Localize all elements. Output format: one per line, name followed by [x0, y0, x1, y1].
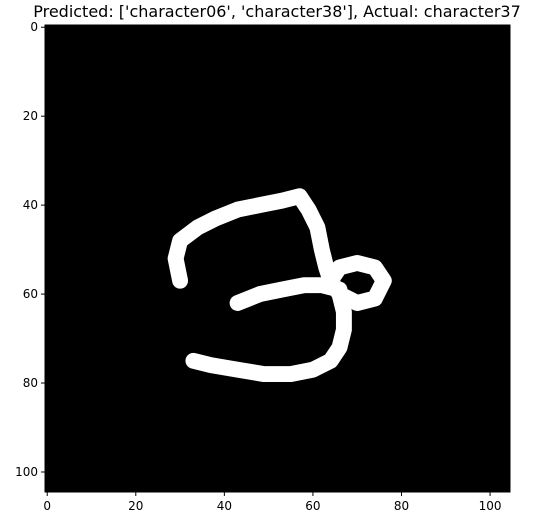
x-tick-label: 100	[479, 499, 502, 513]
y-tick-label: 60	[23, 287, 38, 301]
x-tick-label: 40	[217, 499, 232, 513]
character-stroke-middle-bar	[229, 277, 348, 311]
x-tick-label: 0	[43, 499, 51, 513]
image-background	[45, 25, 510, 492]
y-tick-label: 80	[23, 376, 38, 390]
axes: 0 20 40 60 80 100 0 20 40 60 80 100	[15, 20, 511, 513]
y-tick-label: 20	[23, 109, 38, 123]
stroke-layer	[167, 188, 392, 383]
y-tick-label: 0	[30, 20, 38, 34]
axes-frame	[44, 24, 511, 493]
chart-title: Predicted: ['character06', 'character38'…	[33, 2, 521, 21]
y-tick-label: 40	[23, 198, 38, 212]
character-stroke-upper-loop	[167, 188, 339, 289]
y-tick-label: 100	[15, 465, 38, 479]
x-tick-label: 20	[128, 499, 143, 513]
character-stroke-lower-curve	[185, 286, 352, 383]
x-tick-label: 60	[305, 499, 320, 513]
image-area	[45, 25, 510, 492]
x-tick-label: 80	[394, 499, 409, 513]
